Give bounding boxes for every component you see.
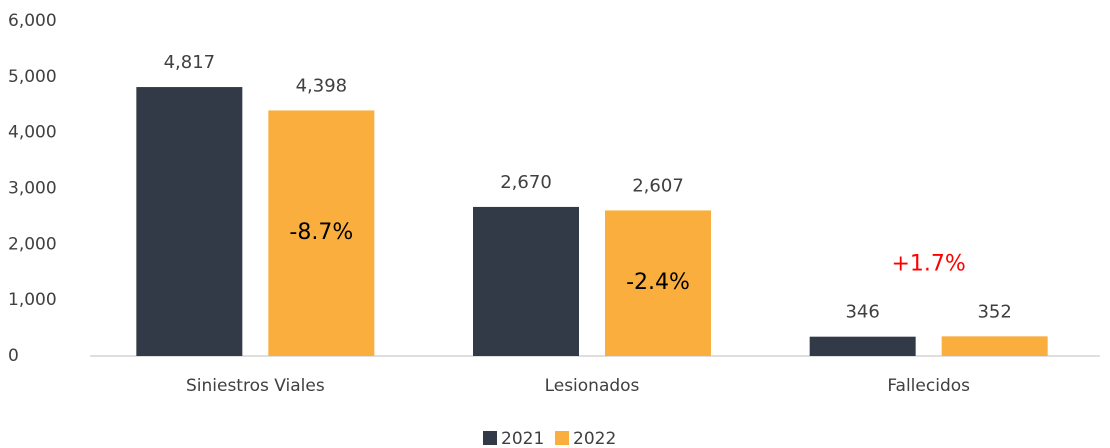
bar xyxy=(941,336,1048,356)
legend-label: 2022 xyxy=(573,429,616,448)
bar xyxy=(605,210,711,356)
y-tick-label: 3,000 xyxy=(8,179,57,199)
y-tick-label: 2,000 xyxy=(8,234,57,254)
x-tick-label: Fallecidos xyxy=(887,376,970,396)
value-label: 352 xyxy=(977,301,1011,322)
annotation: -8.7% xyxy=(289,220,353,245)
bar xyxy=(268,110,375,356)
annotation: +1.7% xyxy=(892,251,966,276)
legend-swatch xyxy=(483,431,497,445)
legend-label: 2021 xyxy=(501,429,544,448)
y-tick-label: 5,000 xyxy=(8,67,57,87)
x-tick-label: Lesionados xyxy=(545,376,640,396)
x-tick-label: Siniestros Viales xyxy=(186,376,325,396)
value-label: 2,670 xyxy=(500,172,552,193)
y-tick-label: 0 xyxy=(8,346,19,366)
annotation: -2.4% xyxy=(626,270,690,295)
y-tick-label: 6,000 xyxy=(8,11,57,31)
legend-swatch xyxy=(555,431,569,445)
value-label: 346 xyxy=(845,302,879,323)
y-tick-label: 1,000 xyxy=(8,290,57,310)
value-label: 4,817 xyxy=(164,52,216,73)
value-label: 4,398 xyxy=(296,75,348,96)
bar xyxy=(473,206,579,356)
bar xyxy=(136,87,243,356)
bar xyxy=(809,336,916,356)
y-tick-label: 4,000 xyxy=(8,123,57,143)
value-label: 2,607 xyxy=(632,175,684,196)
